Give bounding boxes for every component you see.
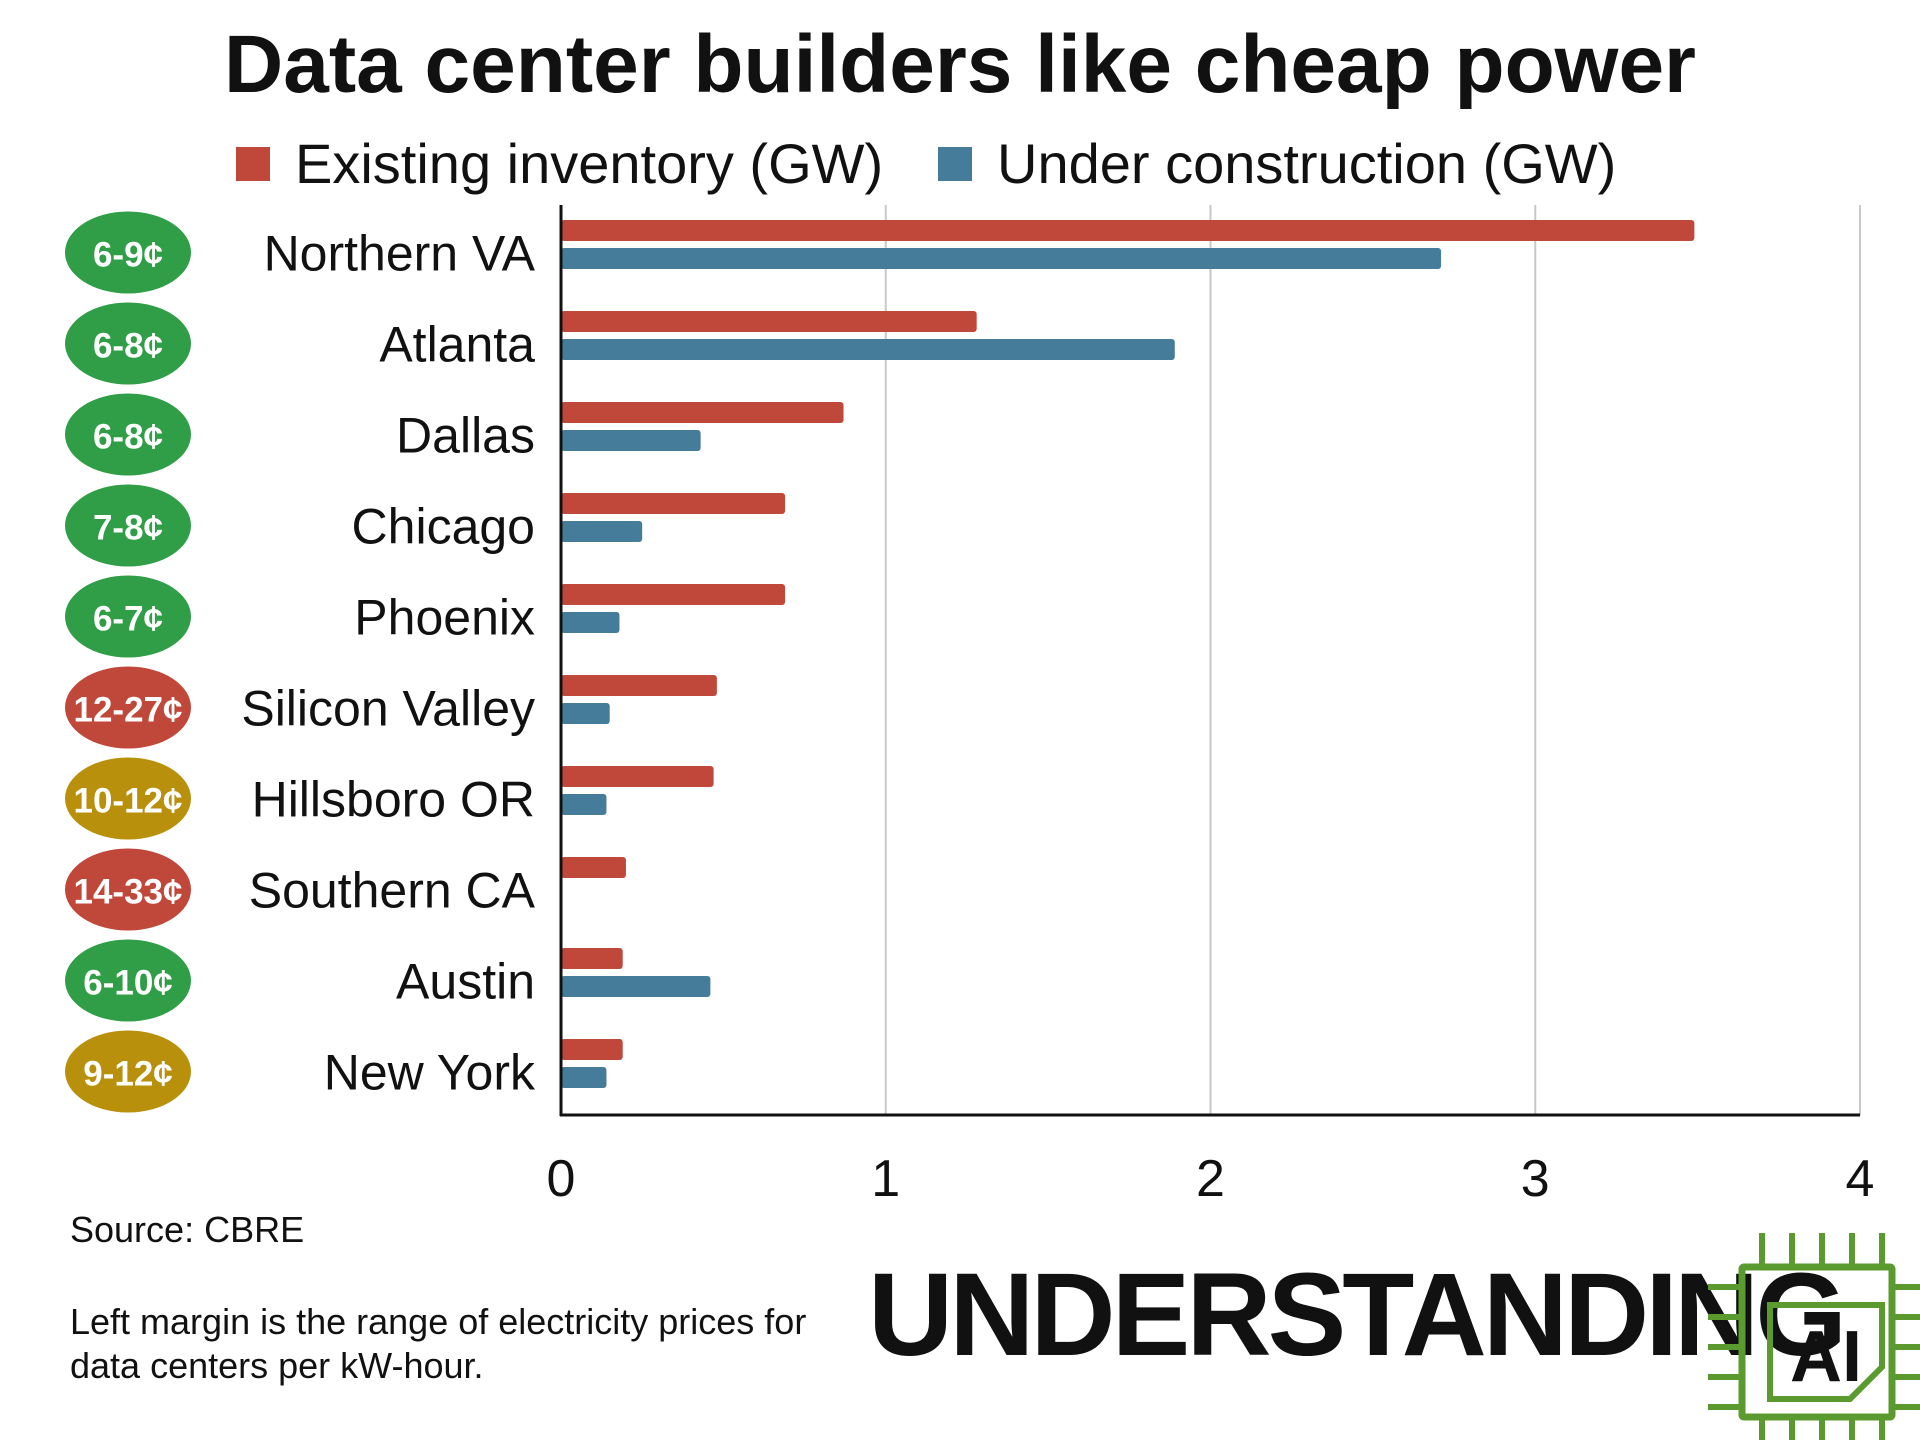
price-badge-northern-va	[65, 211, 191, 294]
category-label-chicago: Chicago	[352, 499, 535, 555]
category-label-phoenix: Phoenix	[354, 590, 535, 646]
x-tick-label-1: 1	[871, 1150, 900, 1200]
legend-label-construction: Under construction (GW)	[997, 132, 1616, 195]
x-tick-label-2: 2	[1196, 1150, 1225, 1200]
legend-swatch-existing	[236, 147, 270, 181]
chart: Data center builders like cheap power Exi…	[65, 19, 1875, 1200]
bar-existing-silicon-valley	[561, 675, 717, 696]
source-note: Source: CBRE	[70, 1209, 305, 1250]
price-badge-southern-ca	[65, 848, 191, 931]
category-label-northern-va: Northern VA	[264, 226, 536, 282]
price-badge-label-austin: 6-10¢	[83, 964, 173, 1003]
bar-construction-chicago	[561, 521, 643, 542]
bar-existing-new-york	[561, 1039, 623, 1060]
price-badge-silicon-valley	[65, 666, 191, 749]
price-badge-label-hillsboro-or: 10-12¢	[74, 782, 183, 821]
bar-existing-hillsboro-or	[561, 766, 714, 787]
category-label-silicon-valley: Silicon Valley	[241, 681, 535, 737]
x-tick-label-4: 4	[1846, 1150, 1875, 1200]
price-badge-phoenix	[65, 575, 191, 658]
price-badge-label-southern-ca: 14-33¢	[74, 873, 183, 912]
price-margin-note: Left margin is the range of electricity …	[70, 1301, 807, 1386]
price-badge-label-new-york: 9-12¢	[83, 1055, 173, 1094]
category-label-atlanta: Atlanta	[379, 317, 535, 373]
x-tick-label-0: 0	[547, 1150, 576, 1200]
category-label-dallas: Dallas	[396, 408, 535, 464]
price-badge-austin	[65, 939, 191, 1022]
category-label-austin: Austin	[396, 954, 535, 1010]
brand-logo: UNDERSTANDING AI	[868, 1225, 1920, 1440]
bar-construction-northern-va	[561, 248, 1442, 269]
price-badge-atlanta	[65, 302, 191, 385]
price-badge-label-dallas: 6-8¢	[93, 418, 163, 457]
bar-construction-austin	[561, 976, 711, 997]
bar-construction-dallas	[561, 430, 701, 451]
brand-logo-text: AI	[1790, 1317, 1862, 1397]
bar-existing-chicago	[561, 493, 786, 514]
category-label-southern-ca: Southern CA	[249, 863, 536, 919]
chip-icon: AI	[1708, 1233, 1920, 1440]
bar-construction-hillsboro-or	[561, 794, 607, 815]
category-label-new-york: New York	[324, 1045, 536, 1101]
price-badge-chicago	[65, 484, 191, 567]
price-badge-label-chicago: 7-8¢	[93, 509, 163, 548]
legend-label-existing: Existing inventory (GW)	[295, 132, 883, 195]
price-badge-label-northern-va: 6-9¢	[93, 236, 163, 275]
bar-construction-new-york	[561, 1067, 607, 1088]
bar-existing-phoenix	[561, 584, 786, 605]
x-tick-label-3: 3	[1521, 1150, 1550, 1200]
bar-existing-northern-va	[561, 220, 1695, 241]
price-badge-hillsboro-or	[65, 757, 191, 840]
bar-existing-atlanta	[561, 311, 977, 332]
bar-construction-atlanta	[561, 339, 1175, 360]
bar-existing-southern-ca	[561, 857, 626, 878]
brand-wordmark: UNDERSTANDING	[868, 1249, 1847, 1381]
price-badge-label-phoenix: 6-7¢	[93, 600, 163, 639]
bar-existing-austin	[561, 948, 623, 969]
bar-existing-dallas	[561, 402, 844, 423]
legend-swatch-construction	[938, 147, 972, 181]
bar-construction-silicon-valley	[561, 703, 610, 724]
price-badge-dallas	[65, 393, 191, 476]
bar-construction-phoenix	[561, 612, 620, 633]
price-badge-label-silicon-valley: 12-27¢	[74, 691, 183, 730]
category-label-hillsboro-or: Hillsboro OR	[252, 772, 535, 828]
price-badge-new-york	[65, 1030, 191, 1113]
price-badge-label-atlanta: 6-8¢	[93, 327, 163, 366]
chart-title: Data center builders like cheap power	[224, 19, 1696, 110]
